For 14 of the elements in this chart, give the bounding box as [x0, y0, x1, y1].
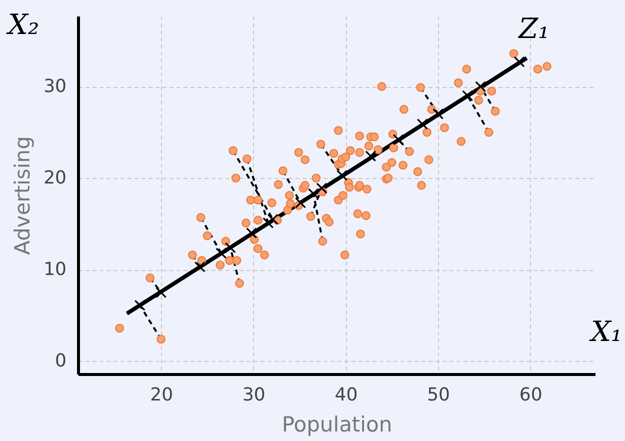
annotation: X₁ [589, 315, 622, 348]
y-tick-label: 30 [44, 76, 66, 97]
x-axis-title: Population [282, 412, 392, 436]
y-tick-label: 20 [44, 168, 66, 189]
y-axis-title: Advertising [10, 136, 35, 255]
text: X₂ [6, 8, 40, 41]
x-tick-label: 40 [334, 384, 358, 406]
x-tick-label: 60 [519, 384, 542, 406]
x-tick-label: 50 [427, 384, 450, 406]
x-tick-label: 20 [150, 384, 174, 406]
y-tick-label: 10 [44, 259, 66, 280]
x-tick-label: 30 [242, 384, 266, 406]
annotation: Z₁ [518, 12, 550, 46]
y-tick-label: 0 [55, 350, 66, 372]
